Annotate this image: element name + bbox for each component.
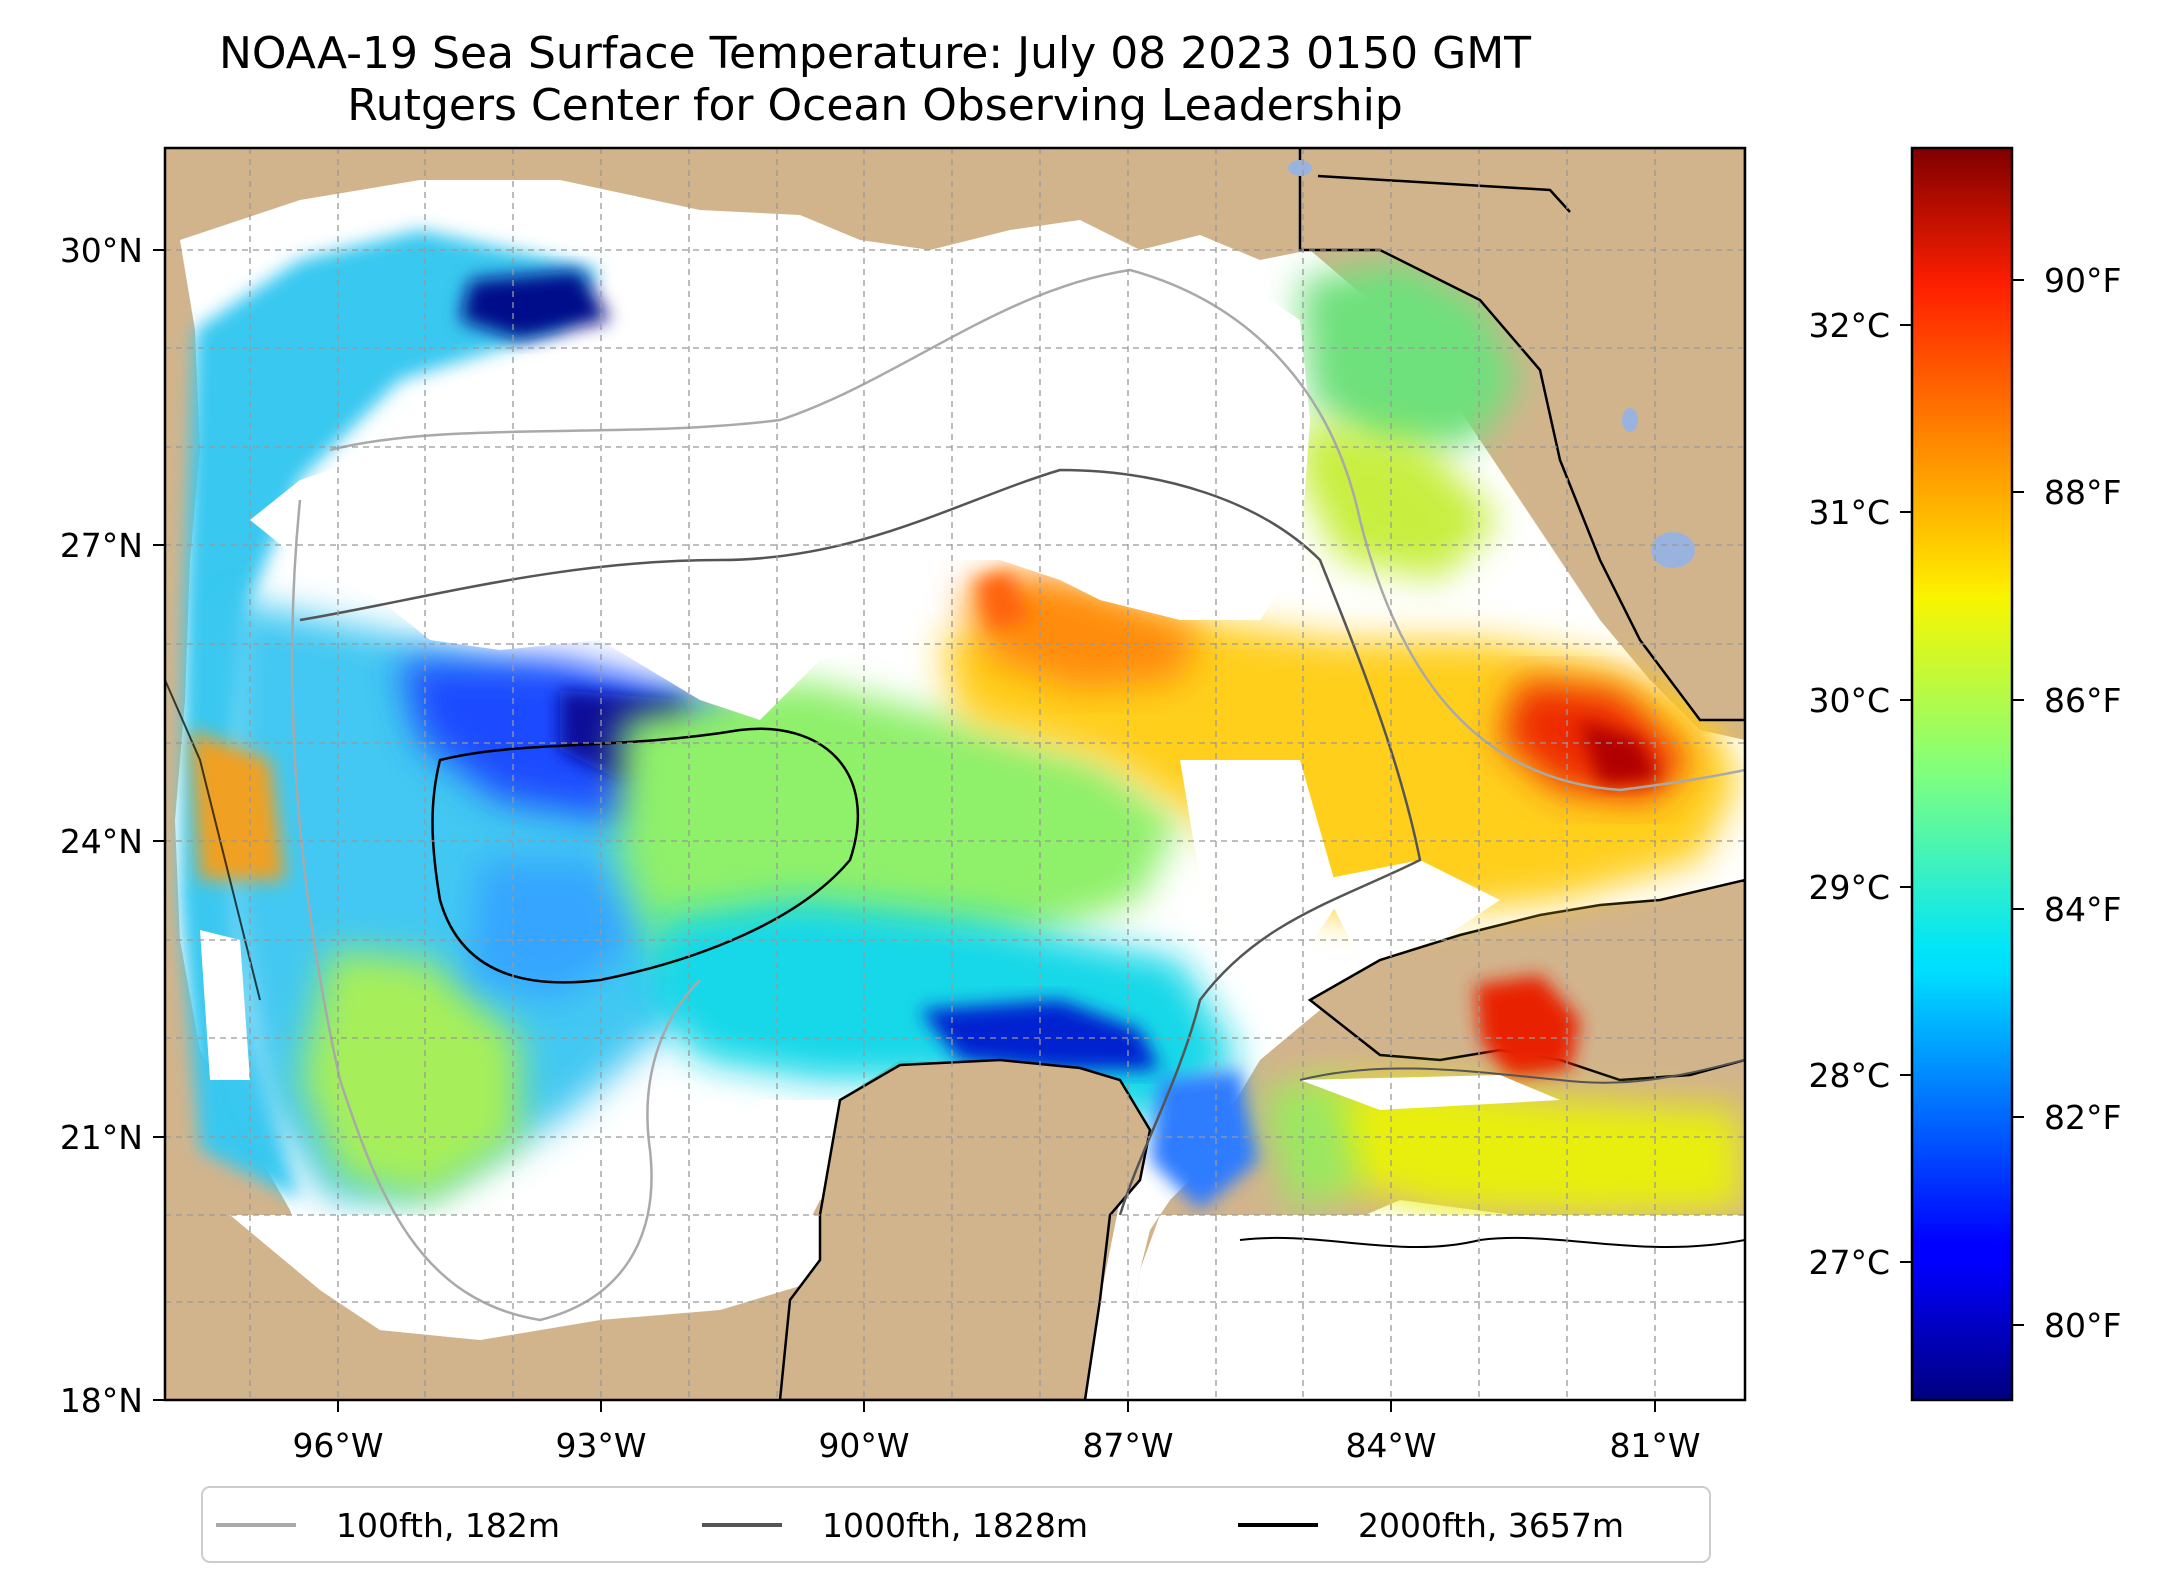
map-frame [163,146,1747,1402]
lat-tick-label: 30°N [60,231,143,270]
contour-2000fth [431,727,860,984]
legend-label: 1000fth, 1828m [822,1506,1088,1545]
sst-data [180,230,1745,1400]
fahrenheit-tick-label: 84°F [2044,890,2121,929]
legend-label: 100fth, 182m [336,1506,560,1545]
lon-tick-label: 93°W [555,1426,646,1465]
lon-tick-label: 96°W [292,1426,383,1465]
contour-100fth [329,268,1745,792]
lake-okeechobee [1651,532,1695,568]
lat-axis [153,249,165,1401]
colorbar-celsius-ticks [1900,324,1912,1263]
lat-tick-label: 24°N [60,822,143,861]
lon-tick-label: 90°W [818,1426,909,1465]
lat-tick-label: 27°N [60,526,143,565]
lat-tick-label: 21°N [60,1118,143,1157]
colorbar [1910,146,2014,1402]
fahrenheit-tick-label: 90°F [2044,261,2121,300]
legend: 100fth, 182m 1000fth, 1828m 2000fth, 365… [201,1486,1711,1563]
map-area [165,148,1745,1400]
celsius-tick-label: 31°C [1808,493,1890,532]
chart-title: NOAA-19 Sea Surface Temperature: July 08… [218,28,1532,79]
celsius-tick-label: 30°C [1808,681,1890,720]
lat-tick-label: 18°N [60,1381,143,1420]
state-border [1317,174,1571,213]
florida [1298,148,1745,722]
fahrenheit-tick-label: 86°F [2044,681,2121,720]
colorbar-fahrenheit-ticks [2012,279,2024,1326]
celsius-tick-label: 27°C [1808,1243,1890,1282]
celsius-tick-label: 29°C [1808,868,1890,907]
fahrenheit-tick-label: 88°F [2044,473,2121,512]
lon-tick-label: 81°W [1609,1426,1700,1465]
celsius-tick-label: 28°C [1808,1056,1890,1095]
lon-tick-label: 87°W [1082,1426,1173,1465]
legend-box [201,1486,1711,1563]
lon-axis [337,1400,1656,1412]
chart-subtitle: Rutgers Center for Ocean Observing Leade… [347,80,1403,131]
contour-100fth-west [290,499,701,1322]
legend-label: 2000fth, 3657m [1358,1506,1624,1545]
contour-1000fth [299,468,1422,1216]
yucatan [778,1058,1152,1400]
fahrenheit-tick-label: 82°F [2044,1098,2121,1137]
celsius-tick-label: 32°C [1808,306,1890,345]
lon-tick-label: 84°W [1345,1426,1436,1465]
fahrenheit-tick-label: 80°F [2044,1306,2121,1345]
depth-contours [290,268,1745,1322]
